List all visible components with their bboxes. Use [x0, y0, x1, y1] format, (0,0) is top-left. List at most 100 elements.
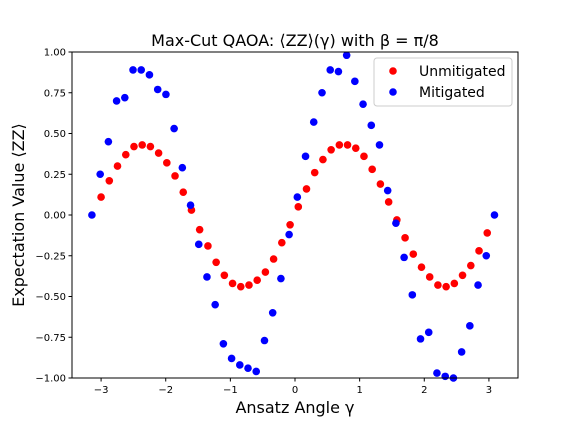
data-point-mitigated [416, 335, 425, 343]
y-tick-label: 0.00 [44, 211, 66, 222]
data-point-unmitigated [425, 273, 434, 281]
y-tick-label: 0.75 [44, 88, 66, 99]
data-point-mitigated [227, 354, 236, 363]
data-point-unmitigated [220, 271, 229, 280]
data-point-unmitigated [245, 281, 253, 289]
y-tick-label: −0.25 [35, 251, 66, 262]
data-point-mitigated [145, 71, 154, 79]
data-point-unmitigated [269, 255, 278, 263]
x-tick-label: 1 [356, 385, 362, 396]
y-tick-label: −0.50 [35, 292, 66, 303]
data-point-unmitigated [376, 180, 385, 188]
data-point-mitigated [260, 336, 269, 345]
data-point-unmitigated [154, 149, 163, 157]
data-point-unmitigated [138, 141, 146, 149]
data-point-mitigated [359, 100, 367, 108]
data-point-unmitigated [483, 229, 492, 237]
data-point-mitigated [490, 211, 499, 219]
data-point-unmitigated [228, 279, 237, 288]
x-tick-label: 2 [421, 385, 427, 396]
legend-marker-mitigated [389, 88, 397, 96]
data-point-mitigated [235, 361, 244, 369]
x-tick-label: −2 [158, 385, 173, 396]
data-point-unmitigated [278, 238, 286, 247]
chart-title: Max-Cut QAOA: ⟨ZZ⟩(γ) with β = π/8 [151, 31, 439, 50]
data-point-unmitigated [302, 185, 311, 193]
data-point-mitigated [301, 152, 310, 161]
y-tick-label: 0.25 [44, 170, 66, 181]
data-point-mitigated [211, 300, 219, 309]
data-point-unmitigated [146, 142, 155, 151]
data-point-unmitigated [417, 263, 426, 271]
x-tick-label: −1 [223, 385, 238, 396]
x-axis-title: Ansatz Angle γ [235, 398, 354, 417]
data-point-mitigated [186, 201, 195, 210]
data-point-unmitigated [121, 150, 130, 159]
data-point-mitigated [400, 253, 408, 262]
data-point-unmitigated [409, 250, 418, 258]
data-point-unmitigated [195, 225, 204, 234]
data-point-mitigated [367, 121, 376, 130]
data-point-mitigated [424, 328, 433, 337]
data-point-unmitigated [310, 168, 319, 177]
data-point-mitigated [441, 372, 450, 381]
y-tick-label: 0.50 [44, 129, 66, 140]
data-point-unmitigated [236, 282, 245, 291]
legend: Unmitigated Mitigated [373, 57, 513, 107]
data-point-mitigated [170, 124, 178, 133]
series-mitigated [88, 51, 499, 382]
data-point-mitigated [293, 193, 302, 201]
y-axis-ticks: −1.00 −0.75 −0.50 −0.25 0.00 0.25 0.50 0.75 1.00 [35, 48, 72, 385]
data-point-mitigated [474, 281, 482, 289]
legend-marker-unmitigated [389, 67, 397, 75]
data-point-mitigated [88, 211, 96, 219]
data-point-unmitigated [335, 141, 344, 149]
data-point-unmitigated [261, 268, 270, 276]
data-point-unmitigated [458, 271, 467, 280]
data-point-mitigated [334, 67, 343, 76]
y-axis-title: Expectation Value ⟨ZZ⟩ [9, 123, 28, 307]
data-point-mitigated [285, 230, 293, 239]
data-point-mitigated [383, 186, 392, 195]
series-layer [88, 51, 499, 382]
data-point-mitigated [219, 339, 228, 348]
data-point-unmitigated [253, 276, 261, 285]
plot-frame [71, 51, 519, 379]
data-point-mitigated [244, 364, 252, 373]
data-point-mitigated [326, 66, 335, 74]
data-point-unmitigated [434, 281, 442, 289]
data-point-mitigated [433, 369, 441, 377]
data-point-mitigated [162, 90, 170, 99]
data-point-mitigated [482, 251, 491, 260]
data-point-mitigated [457, 348, 466, 356]
data-point-mitigated [351, 77, 359, 86]
legend-label-mitigated: Mitigated [419, 85, 485, 101]
data-point-mitigated [342, 51, 351, 60]
data-point-unmitigated [113, 162, 122, 170]
data-point-mitigated [96, 170, 104, 179]
data-point-unmitigated [351, 144, 360, 152]
data-point-mitigated [252, 367, 261, 376]
data-point-mitigated [194, 240, 203, 249]
data-point-mitigated [375, 141, 384, 149]
y-tick-label: −0.75 [35, 333, 66, 344]
data-point-unmitigated [105, 176, 114, 185]
data-point-unmitigated [327, 146, 335, 154]
data-point-unmitigated [286, 220, 294, 229]
data-point-mitigated [104, 137, 113, 146]
x-tick-label: −3 [94, 385, 109, 396]
y-tick-label: −1.00 [35, 374, 66, 385]
data-point-unmitigated [204, 242, 212, 250]
data-point-mitigated [277, 274, 285, 283]
data-point-mitigated [129, 66, 137, 74]
data-point-unmitigated [163, 159, 171, 167]
data-point-mitigated [137, 66, 146, 74]
data-point-mitigated [153, 85, 162, 94]
data-point-unmitigated [467, 261, 475, 270]
data-point-unmitigated [475, 247, 483, 255]
data-point-mitigated [268, 309, 277, 317]
x-tick-label: 3 [486, 385, 492, 396]
data-point-unmitigated [360, 152, 368, 161]
data-point-mitigated [318, 88, 326, 97]
